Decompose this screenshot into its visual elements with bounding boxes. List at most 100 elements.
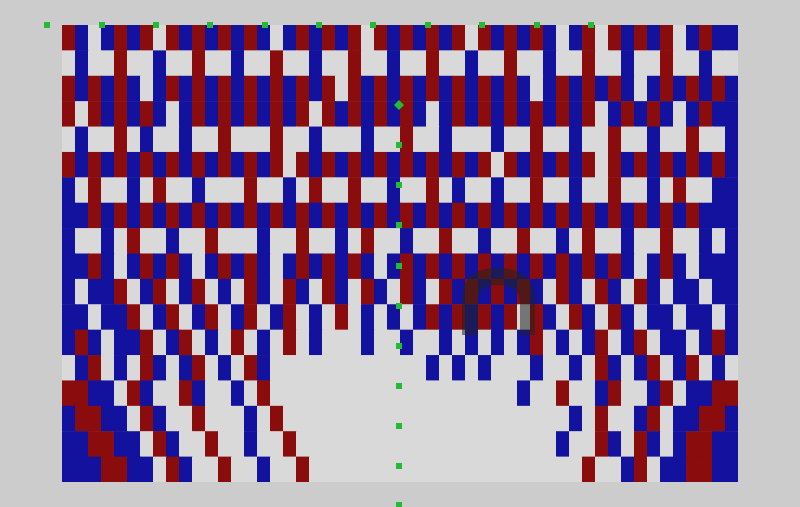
- cell: [88, 380, 102, 406]
- cell: [491, 457, 505, 482]
- cell: [725, 177, 738, 203]
- cell: [478, 152, 492, 178]
- cell: [582, 228, 596, 254]
- cell: [114, 228, 128, 254]
- cell: [712, 203, 726, 229]
- cell: [387, 279, 401, 305]
- cell: [465, 431, 479, 457]
- cell: [374, 431, 388, 457]
- cell: [361, 228, 375, 254]
- cell: [205, 431, 219, 457]
- cell: [114, 177, 128, 203]
- cell: [504, 101, 518, 127]
- cell: [374, 25, 388, 51]
- cell: [634, 304, 648, 330]
- receiver: [396, 423, 402, 429]
- cell: [699, 127, 713, 153]
- receiver: [396, 263, 402, 269]
- cell: [491, 330, 505, 356]
- cell: [101, 380, 115, 406]
- cell: [478, 101, 492, 127]
- cell: [556, 279, 570, 305]
- cell: [153, 50, 167, 76]
- cell: [179, 25, 193, 51]
- cell: [699, 457, 713, 482]
- cell: [153, 152, 167, 178]
- cell: [361, 203, 375, 229]
- cell: [322, 406, 336, 432]
- cell: [400, 279, 414, 305]
- cell: [88, 457, 102, 482]
- cell: [673, 330, 687, 356]
- cell: [296, 457, 310, 482]
- cell: [88, 101, 102, 127]
- cell: [270, 25, 284, 51]
- cell: [309, 380, 323, 406]
- cell: [452, 355, 466, 381]
- cell: [114, 304, 128, 330]
- cell: [595, 25, 609, 51]
- cell: [335, 279, 349, 305]
- cell: [166, 203, 180, 229]
- cell: [387, 177, 401, 203]
- cell: [660, 76, 674, 102]
- cell: [231, 380, 245, 406]
- cell: [673, 76, 687, 102]
- cell: [179, 406, 193, 432]
- cell: [322, 50, 336, 76]
- cell: [491, 76, 505, 102]
- cell: [127, 76, 141, 102]
- cell: [634, 431, 648, 457]
- cell: [140, 279, 154, 305]
- cell: [296, 330, 310, 356]
- cell: [530, 355, 544, 381]
- cell: [647, 177, 661, 203]
- cell: [166, 279, 180, 305]
- cell: [530, 406, 544, 432]
- cell: [439, 457, 453, 482]
- cell: [309, 279, 323, 305]
- cell: [595, 254, 609, 280]
- cell: [270, 152, 284, 178]
- cell: [452, 101, 466, 127]
- cell: [543, 380, 557, 406]
- cell: [491, 355, 505, 381]
- cell: [244, 76, 258, 102]
- cell: [413, 406, 427, 432]
- cell: [140, 457, 154, 482]
- cell: [114, 254, 128, 280]
- cell: [595, 203, 609, 229]
- cell: [75, 254, 89, 280]
- cell: [517, 431, 531, 457]
- cell: [673, 127, 687, 153]
- cell: [179, 101, 193, 127]
- cell: [283, 304, 297, 330]
- cell: [400, 50, 414, 76]
- cell: [231, 279, 245, 305]
- cell: [582, 254, 596, 280]
- cell: [413, 25, 427, 51]
- cell: [686, 228, 700, 254]
- cell: [569, 406, 583, 432]
- cell: [62, 330, 76, 356]
- cell: [257, 279, 271, 305]
- cell: [673, 406, 687, 432]
- cell: [179, 50, 193, 76]
- cell: [101, 406, 115, 432]
- cell: [101, 177, 115, 203]
- cell: [582, 304, 596, 330]
- cell: [62, 50, 76, 76]
- cell: [582, 25, 596, 51]
- cell: [153, 177, 167, 203]
- cell: [153, 304, 167, 330]
- cell: [712, 127, 726, 153]
- cell: [686, 50, 700, 76]
- cell: [296, 254, 310, 280]
- cell: [166, 355, 180, 381]
- cell: [374, 76, 388, 102]
- cell: [88, 203, 102, 229]
- cell: [335, 304, 349, 330]
- cell: [270, 254, 284, 280]
- cell: [322, 254, 336, 280]
- cell: [114, 101, 128, 127]
